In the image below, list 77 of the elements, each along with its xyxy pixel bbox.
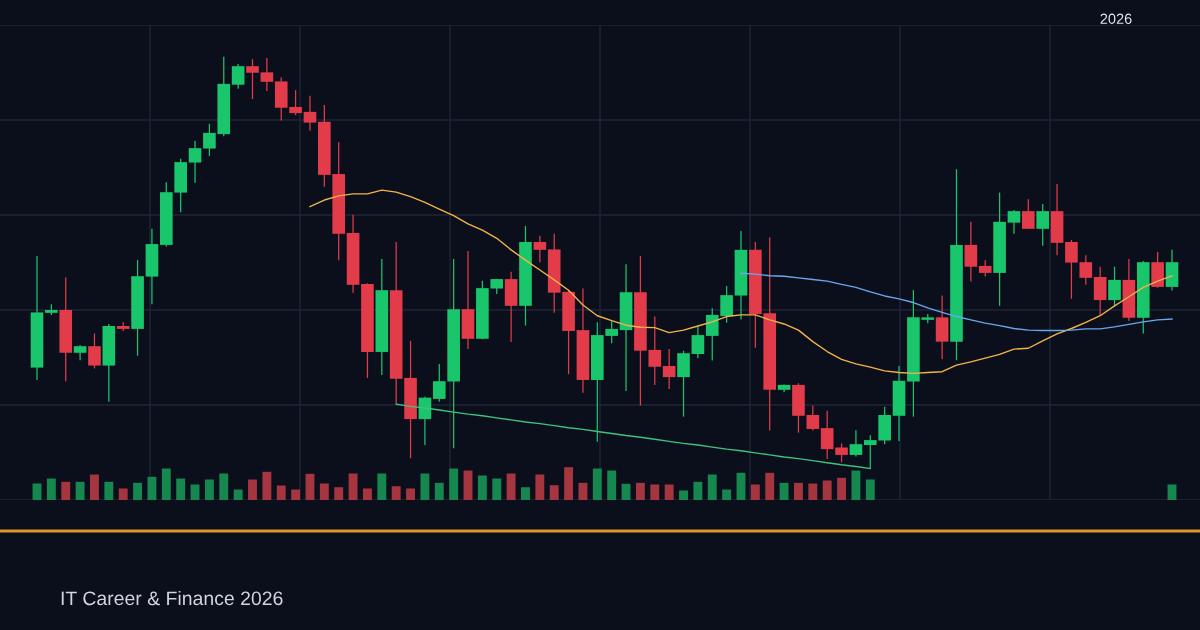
bar	[204, 479, 214, 500]
bar	[276, 485, 286, 500]
bar	[492, 478, 502, 500]
candlestick	[303, 95, 317, 132]
bar	[707, 474, 717, 500]
bar	[549, 485, 559, 500]
candlestick	[964, 221, 978, 283]
bar	[635, 482, 645, 500]
candlestick	[849, 429, 863, 458]
candlestick	[246, 58, 259, 100]
bar	[779, 482, 789, 500]
bar	[190, 484, 200, 500]
candlestick	[677, 350, 690, 418]
bar	[1167, 484, 1177, 500]
bar	[650, 484, 660, 500]
bar	[750, 484, 760, 500]
bar	[837, 477, 847, 500]
bar	[176, 478, 186, 500]
bar	[391, 486, 401, 500]
candlestick	[806, 404, 820, 432]
bar	[377, 473, 387, 500]
candlestick	[1108, 266, 1121, 308]
candlestick	[88, 332, 101, 370]
bar	[794, 482, 803, 500]
bar	[147, 476, 157, 500]
bar	[133, 482, 143, 500]
bar	[621, 483, 631, 500]
candlestick	[188, 140, 202, 184]
bar	[535, 474, 545, 500]
bar	[808, 483, 818, 500]
candlestick	[1022, 198, 1035, 230]
text: IT Career & Finance 2026	[61, 590, 283, 606]
bar	[822, 480, 832, 500]
bar	[334, 487, 344, 500]
candlestick	[260, 57, 274, 92]
bar	[118, 488, 128, 500]
bar	[233, 489, 243, 500]
candlestick	[1036, 203, 1050, 247]
bar	[765, 472, 775, 500]
bar	[564, 467, 574, 500]
bar	[722, 489, 732, 500]
bar	[406, 488, 415, 500]
bar	[75, 481, 85, 500]
bar	[506, 473, 516, 500]
candlestick	[1007, 209, 1021, 235]
bar	[578, 482, 588, 500]
text: 2026	[1100, 13, 1132, 24]
candlestick	[662, 348, 676, 390]
bar	[46, 478, 56, 500]
bar	[362, 488, 372, 500]
bar	[434, 482, 444, 500]
bar	[219, 473, 229, 500]
bar	[319, 483, 329, 500]
bar	[592, 468, 602, 500]
bar	[664, 484, 674, 500]
bar	[865, 479, 875, 500]
bar	[607, 470, 617, 500]
candlestick	[231, 63, 245, 90]
bar	[420, 473, 430, 500]
bar	[693, 481, 703, 500]
bar	[521, 487, 530, 500]
bar	[851, 470, 861, 500]
candlestick	[863, 434, 877, 470]
bar	[104, 481, 114, 500]
bar	[161, 468, 171, 500]
bar	[679, 490, 688, 500]
candlestick	[1093, 266, 1107, 317]
candlestick	[533, 235, 547, 263]
bar	[61, 481, 71, 500]
bar	[449, 468, 459, 500]
bar	[291, 489, 301, 500]
bar	[248, 479, 257, 500]
bar	[348, 473, 358, 500]
candlestick	[691, 326, 705, 359]
bar	[477, 475, 487, 500]
bar	[262, 471, 272, 500]
bar	[90, 474, 99, 500]
